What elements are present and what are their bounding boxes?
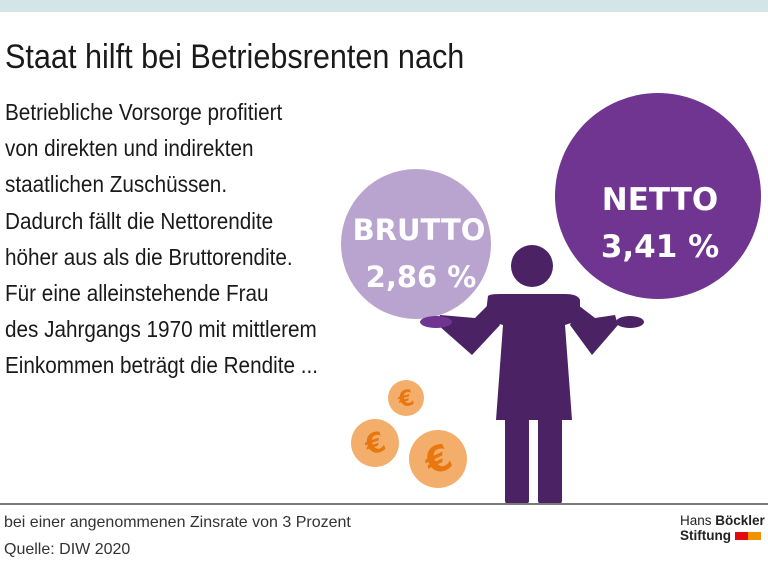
lead-line: Dadurch fällt die Nettorendite [5, 207, 274, 234]
woman-figure-icon [420, 245, 644, 504]
logo-text: Böckler [715, 513, 765, 528]
logo-orange-square [747, 532, 761, 541]
svg-text:BRUTTO: BRUTTO [353, 213, 486, 247]
svg-text:2,86 %: 2,86 % [366, 260, 477, 294]
lead-text: Betriebliche Vorsorge profitiert von dir… [5, 94, 318, 384]
baseline-divider [0, 503, 768, 505]
brutto-bubble: BRUTTO 2,86 % [341, 169, 491, 319]
netto-bubble: NETTO 3,41 % [555, 93, 761, 299]
svg-text:3,41 %: 3,41 % [601, 229, 719, 265]
lead-line: Einkommen beträgt die Rendite ... [5, 352, 318, 379]
illustration: € € € BRUTTO 2,86 % NETTO 3,41 % [341, 93, 761, 504]
logo-red-square [734, 532, 748, 541]
coin-icon: € [409, 430, 467, 488]
lead-line: Betriebliche Vorsorge profitiert [5, 99, 283, 125]
logo-text: Stiftung [680, 528, 731, 543]
coin-icon: € [351, 419, 399, 467]
top-bar [0, 0, 768, 12]
hans-boeckler-logo: Hans Böckler Stiftung [680, 513, 765, 543]
lead-line: Für eine alleinstehende Frau [5, 280, 269, 307]
source: Quelle: DIW 2020 [4, 541, 131, 558]
lead-line: von direkten und indirekten [5, 135, 254, 162]
lead-line: staatlichen Zuschüssen. [5, 171, 228, 198]
page-title: Staat hilft bei Betriebsrenten nach [5, 38, 465, 76]
lead-line: des Jahrgangs 1970 mit mittlerem [5, 316, 317, 343]
svg-text:NETTO: NETTO [602, 182, 718, 218]
lead-line: höher aus als die Bruttorendite. [5, 243, 293, 270]
logo-text: Hans [680, 513, 716, 528]
svg-text:€: € [395, 385, 417, 413]
footnote: bei einer angenommenen Zinsrate von 3 Pr… [4, 514, 351, 531]
coin-icon: € [388, 380, 424, 416]
